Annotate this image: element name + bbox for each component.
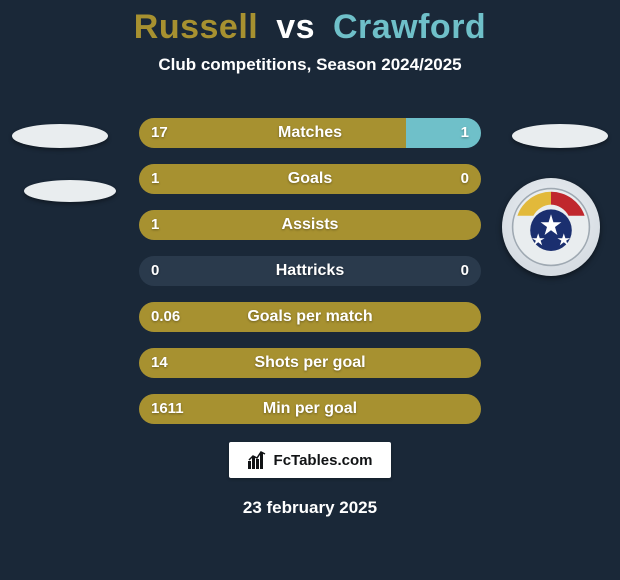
watermark: FcTables.com bbox=[229, 442, 391, 478]
watermark-bars-icon bbox=[248, 451, 268, 469]
stat-row: Min per goal1611 bbox=[0, 394, 620, 424]
stat-fill-player1 bbox=[139, 118, 406, 148]
stat-fill-player2 bbox=[406, 118, 481, 148]
watermark-text: FcTables.com bbox=[274, 452, 373, 469]
stat-fill-player1 bbox=[139, 210, 481, 240]
stat-track bbox=[139, 164, 481, 194]
stat-track bbox=[139, 348, 481, 378]
stat-row: Assists1 bbox=[0, 210, 620, 240]
stat-track bbox=[139, 256, 481, 286]
stat-row: Goals per match0.06 bbox=[0, 302, 620, 332]
stat-track bbox=[139, 302, 481, 332]
title-vs: vs bbox=[276, 8, 315, 46]
title-player1: Russell bbox=[134, 8, 258, 46]
container: Russell vs Crawford Club competitions, S… bbox=[0, 0, 620, 580]
comparison-chart: Matches171 Goals10 Assists1 Hattricks00 Goal… bbox=[0, 118, 620, 440]
stat-row: Goals10 bbox=[0, 164, 620, 194]
stat-row: Shots per goal14 bbox=[0, 348, 620, 378]
stat-fill-player1 bbox=[139, 302, 481, 332]
stat-row: Matches171 bbox=[0, 118, 620, 148]
stat-track bbox=[139, 394, 481, 424]
page-title: Russell vs Crawford bbox=[0, 0, 620, 47]
stat-track bbox=[139, 210, 481, 240]
stat-row: Hattricks00 bbox=[0, 256, 620, 286]
subtitle: Club competitions, Season 2024/2025 bbox=[0, 55, 620, 75]
stat-fill-player1 bbox=[139, 164, 481, 194]
stat-track bbox=[139, 118, 481, 148]
stat-fill-player1 bbox=[139, 348, 481, 378]
stat-fill-player1 bbox=[139, 394, 481, 424]
title-player2: Crawford bbox=[333, 8, 486, 46]
date-label: 23 february 2025 bbox=[0, 498, 620, 518]
